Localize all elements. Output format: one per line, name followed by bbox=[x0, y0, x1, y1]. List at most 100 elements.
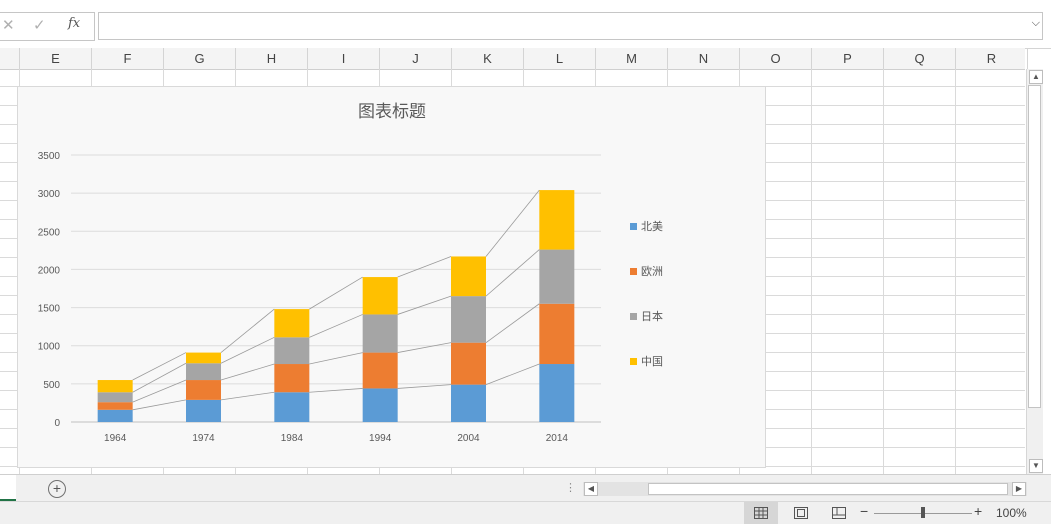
column-header-g[interactable]: G bbox=[164, 48, 236, 69]
scroll-up-icon[interactable]: ▲ bbox=[1029, 70, 1043, 84]
formula-buttons: ✕ ✓ fx bbox=[0, 12, 95, 41]
legend-label[interactable]: 中国 bbox=[641, 355, 663, 368]
bar-segment[interactable] bbox=[97, 380, 133, 393]
normal-view-button[interactable] bbox=[744, 502, 778, 524]
bar-segment[interactable] bbox=[539, 190, 575, 250]
series-line bbox=[309, 352, 363, 365]
series-line bbox=[485, 303, 540, 343]
zoom-slider-thumb[interactable] bbox=[921, 507, 925, 518]
bar-segment[interactable] bbox=[362, 277, 398, 315]
series-line bbox=[132, 362, 187, 393]
grid-column-line bbox=[883, 69, 884, 474]
bar-segment[interactable] bbox=[97, 402, 133, 410]
y-tick-label: 3500 bbox=[38, 151, 61, 162]
insert-function-button[interactable]: fx bbox=[68, 16, 81, 31]
check-icon[interactable]: ✓ bbox=[33, 17, 46, 34]
series-line bbox=[309, 276, 363, 310]
chart-title[interactable]: 图表标题 bbox=[358, 102, 426, 122]
bar-segment[interactable] bbox=[274, 392, 310, 422]
page-layout-view-button[interactable] bbox=[784, 502, 818, 524]
column-header-k[interactable]: K bbox=[452, 48, 524, 69]
bar-segment[interactable] bbox=[451, 342, 486, 385]
vertical-scroll-thumb[interactable] bbox=[1028, 85, 1041, 408]
add-sheet-button[interactable]: + bbox=[48, 480, 66, 498]
column-header-i[interactable]: I bbox=[308, 48, 380, 69]
bar-segment[interactable] bbox=[451, 296, 486, 343]
splitter-handle-icon[interactable]: ⋮ bbox=[565, 482, 576, 494]
vertical-scrollbar[interactable]: ▲ ▼ bbox=[1026, 69, 1043, 474]
bar-segment[interactable] bbox=[539, 364, 575, 422]
y-tick-label: 1000 bbox=[38, 342, 61, 353]
chevron-down-icon[interactable]: ⌵ bbox=[1031, 17, 1040, 29]
bar-segment[interactable] bbox=[186, 380, 221, 400]
series-line bbox=[220, 308, 275, 353]
y-tick-label: 3000 bbox=[38, 189, 61, 200]
column-header-o[interactable]: O bbox=[740, 48, 812, 69]
column-header-f[interactable]: F bbox=[92, 48, 164, 69]
series-line bbox=[397, 342, 452, 353]
series-line bbox=[132, 352, 187, 381]
page-break-view-button[interactable] bbox=[822, 502, 856, 524]
cancel-icon[interactable]: ✕ bbox=[2, 17, 15, 34]
column-header-l[interactable]: L bbox=[524, 48, 596, 69]
column-header-p[interactable]: P bbox=[812, 48, 884, 69]
bar-segment[interactable] bbox=[186, 352, 221, 364]
bar-segment[interactable] bbox=[451, 384, 486, 422]
x-tick-label: 1994 bbox=[369, 433, 392, 444]
legend-label[interactable]: 日本 bbox=[641, 309, 663, 323]
legend-label[interactable]: 欧洲 bbox=[641, 265, 663, 278]
y-tick-label: 0 bbox=[54, 418, 60, 429]
series-line bbox=[485, 363, 540, 385]
column-header-r[interactable]: R bbox=[956, 48, 1028, 69]
grid-column-line bbox=[955, 69, 956, 474]
zoom-level[interactable]: 100% bbox=[996, 506, 1027, 520]
chart[interactable]: 图表标题 0 500 1000 1500 2000 2500 3000 3500 1964 19… bbox=[17, 86, 766, 468]
bar-segment[interactable] bbox=[539, 303, 575, 365]
x-tick-label: 2004 bbox=[457, 433, 480, 444]
sheet-bar: + ⋮ ◀ ▶ bbox=[0, 474, 1051, 502]
zoom-out-button[interactable]: − bbox=[860, 503, 869, 519]
series-line bbox=[397, 384, 452, 389]
series-line bbox=[132, 379, 187, 403]
sheet-tab[interactable] bbox=[0, 475, 16, 501]
bar-segment[interactable] bbox=[97, 392, 133, 403]
column-header-m[interactable]: M bbox=[596, 48, 668, 69]
zoom-in-button[interactable]: + bbox=[974, 503, 983, 519]
formula-input[interactable]: ⌵ bbox=[98, 12, 1043, 40]
bar-segment[interactable] bbox=[186, 363, 221, 381]
page-layout-icon bbox=[794, 507, 808, 519]
bar-segment[interactable] bbox=[362, 352, 398, 389]
legend-label[interactable]: 北美 bbox=[641, 220, 663, 233]
series-line bbox=[397, 256, 452, 278]
horizontal-scrollbar[interactable]: ◀ ▶ bbox=[583, 482, 1027, 496]
bar-segment[interactable] bbox=[186, 399, 221, 422]
column-header-n[interactable]: N bbox=[668, 48, 740, 69]
grid-column-line bbox=[811, 69, 812, 474]
bar-segment[interactable] bbox=[451, 256, 486, 297]
scroll-right-icon[interactable]: ▶ bbox=[1012, 482, 1026, 496]
column-header-j[interactable]: J bbox=[380, 48, 452, 69]
series-line bbox=[309, 314, 363, 338]
series-line bbox=[485, 249, 540, 297]
bar-segment[interactable] bbox=[362, 314, 398, 353]
bar-segment[interactable] bbox=[274, 337, 310, 365]
bar-segment[interactable] bbox=[539, 249, 575, 304]
column-header-q[interactable]: Q bbox=[884, 48, 956, 69]
bar-segment[interactable] bbox=[274, 309, 310, 338]
column-header-e[interactable]: E bbox=[20, 48, 92, 69]
scroll-left-icon[interactable]: ◀ bbox=[584, 482, 598, 496]
horizontal-scroll-thumb[interactable] bbox=[648, 483, 1008, 495]
series-line bbox=[485, 189, 540, 257]
scroll-down-icon[interactable]: ▼ bbox=[1029, 459, 1043, 473]
series-line bbox=[132, 399, 187, 411]
bar-segment[interactable] bbox=[274, 364, 310, 393]
bar-segment[interactable] bbox=[362, 388, 398, 422]
legend-swatch bbox=[630, 313, 637, 320]
formula-bar: ✕ ✓ fx ⌵ bbox=[0, 0, 1051, 49]
legend-swatch bbox=[630, 268, 637, 275]
page-break-icon bbox=[832, 507, 846, 519]
column-header-h[interactable]: H bbox=[236, 48, 308, 69]
y-tick-label: 2500 bbox=[38, 227, 61, 238]
bar-segment[interactable] bbox=[97, 409, 133, 422]
